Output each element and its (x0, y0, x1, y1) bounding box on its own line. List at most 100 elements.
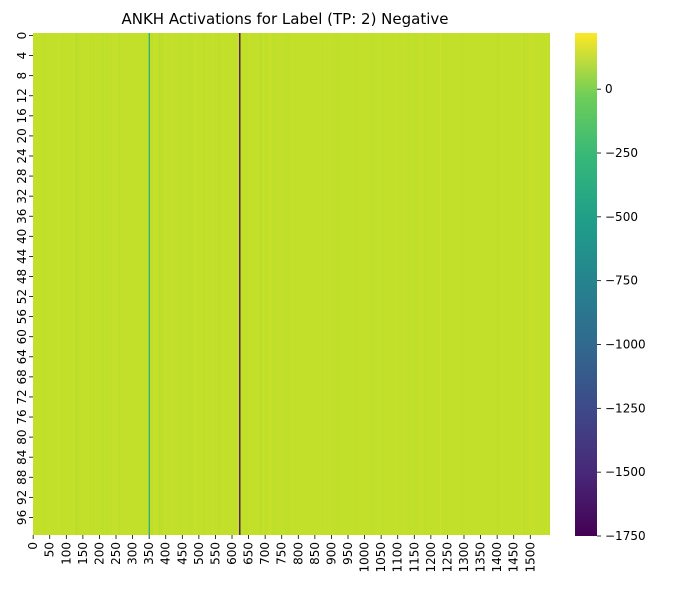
heatmap-column-stripe (99, 33, 101, 535)
heatmap-column-stripe (542, 33, 544, 535)
heatmap-column-stripe (286, 33, 288, 535)
heatmap-column-stripe (416, 33, 417, 535)
heatmap-column-stripe (155, 33, 156, 535)
heatmap-column-stripe (322, 33, 324, 535)
heatmap-column-stripe (62, 33, 63, 535)
heatmap-column-stripe (432, 33, 434, 535)
heatmap-column-stripe (271, 33, 273, 535)
x-tick-label: 1250 (440, 542, 454, 573)
heatmap-column-stripe (269, 33, 271, 535)
heatmap-column-stripe (112, 33, 114, 535)
heatmap-column-stripe (377, 33, 378, 535)
heatmap-column-stripe (270, 33, 272, 535)
heatmap-column-stripe (149, 33, 151, 535)
heatmap-column-stripe (160, 33, 162, 535)
y-tick-label: 40 (15, 229, 29, 244)
x-tick-label: 800 (291, 542, 305, 565)
heatmap-column-stripe (247, 33, 248, 535)
heatmap-column-stripe (47, 33, 49, 535)
x-tick-label: 300 (126, 542, 140, 565)
heatmap-column-stripe (262, 33, 264, 535)
heatmap-column-stripe (109, 33, 111, 535)
y-tick-label: 20 (15, 128, 29, 143)
heatmap-column-stripe (77, 33, 79, 535)
heatmap-column-stripe (372, 33, 374, 535)
x-tick-label: 250 (109, 542, 123, 565)
heatmap-column-stripe (164, 33, 166, 535)
heatmap-column-stripe (547, 33, 548, 535)
heatmap-column-stripe (33, 33, 34, 535)
heatmap-column-stripe (374, 33, 376, 535)
heatmap-column-stripe (190, 33, 191, 535)
heatmap-column-stripe (424, 33, 426, 535)
x-tick-label: 50 (43, 542, 57, 557)
heatmap-column-stripe (42, 33, 43, 535)
heatmap-column-stripe (41, 33, 43, 535)
heatmap-column-stripe (195, 33, 197, 535)
y-tick-label: 72 (15, 389, 29, 404)
heatmap-column-stripe (370, 33, 372, 535)
heatmap-column-stripe (444, 33, 446, 535)
heatmap-column-stripe (130, 33, 132, 535)
heatmap-column-stripe (530, 33, 531, 535)
heatmap-column-stripe (501, 33, 503, 535)
heatmap-column-stripe (387, 33, 389, 535)
heatmap-column-stripe (355, 33, 357, 535)
y-tick-label: 24 (15, 148, 29, 163)
y-tick-label: 48 (15, 269, 29, 284)
colorbar-tick-label: −1250 (605, 401, 646, 415)
heatmap-column-stripe (98, 33, 100, 535)
x-tick-label: 500 (192, 542, 206, 565)
heatmap-column-stripe (94, 33, 96, 535)
heatmap-column-stripe (407, 33, 409, 535)
heatmap-column-stripe (261, 33, 262, 535)
heatmap-column-stripe (492, 33, 493, 535)
colorbar: 0 −250 −500 −750 −1000 −1250 −1500 −1750 (575, 33, 646, 543)
heatmap-column-stripe (285, 33, 286, 535)
heatmap-column-stripe (414, 33, 416, 535)
heatmap-column-stripe (482, 33, 483, 535)
y-tick-label: 4 (15, 52, 29, 60)
heatmap-column-stripe (479, 33, 481, 535)
x-tick-label: 1050 (374, 542, 388, 573)
heatmap-column-stripe (501, 33, 503, 535)
x-tick-label: 1400 (490, 542, 504, 573)
heatmap-column-stripe (327, 33, 329, 535)
heatmap-column-stripe (115, 33, 116, 535)
y-tick-label: 68 (15, 369, 29, 384)
x-tick-label: 1500 (523, 542, 537, 573)
heatmap-column-stripe (203, 33, 205, 535)
heatmap-column-stripe (237, 33, 239, 535)
y-tick-label: 84 (15, 450, 29, 465)
x-tick-label: 900 (324, 542, 338, 565)
heatmap-column-stripe (59, 33, 61, 535)
heatmap-column-stripe (37, 33, 39, 535)
x-tick-label: 950 (341, 542, 355, 565)
heatmap-column-stripe (290, 33, 292, 535)
heatmap-column-stripe (385, 33, 386, 535)
x-tick-label: 750 (275, 542, 289, 565)
heatmap-column-stripe (151, 33, 153, 535)
heatmap-column-stripe (247, 33, 249, 535)
heatmap-column-stripe (79, 33, 81, 535)
heatmap-column-stripe (382, 33, 384, 535)
colorbar-tick-label: −250 (605, 146, 638, 160)
y-tick-label: 44 (15, 249, 29, 264)
heatmap-column-stripe (439, 33, 441, 535)
heatmap-column-stripe (153, 33, 155, 535)
heatmap-column-stripe (441, 33, 442, 535)
heatmap-column-stripe (268, 33, 270, 535)
heatmap-column-stripe (103, 33, 105, 535)
x-tick-label: 400 (159, 542, 173, 565)
heatmap-column-stripe (218, 33, 220, 535)
heatmap-column-stripe (76, 33, 78, 535)
heatmap-column-stripe (154, 33, 155, 535)
x-tick-label: 600 (225, 542, 239, 565)
y-tick-label: 88 (15, 470, 29, 485)
colorbar-tick-label: −500 (605, 210, 638, 224)
heatmap-column-stripe (193, 33, 194, 535)
heatmap-column-stripe (80, 33, 82, 535)
x-tick-label: 350 (142, 542, 156, 565)
heatmap-column-stripe (248, 33, 250, 535)
heatmap-column-stripe (528, 33, 530, 535)
